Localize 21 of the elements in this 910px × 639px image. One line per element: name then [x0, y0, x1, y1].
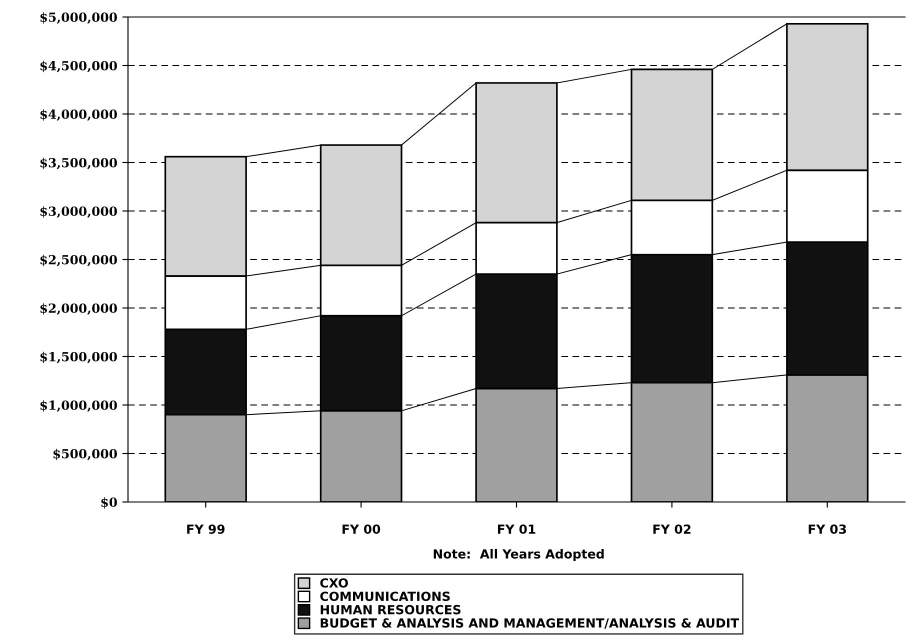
y-tick-label: $4,000,000	[40, 109, 117, 121]
legend-label: COMMUNICATIONS	[320, 592, 450, 602]
x-tick-label: FY 99	[187, 524, 225, 534]
y-tick-label: $500,000	[53, 448, 117, 460]
legend-label: HUMAN RESOURCES	[320, 604, 461, 614]
y-tick-label: $2,500,000	[40, 254, 117, 266]
y-tick-label: $3,000,000	[40, 206, 117, 218]
y-tick-label: $1,000,000	[40, 400, 117, 412]
y-tick-label: $4,500,000	[40, 60, 117, 72]
y-tick-label: $0	[101, 497, 117, 509]
legend-label: CXO	[320, 578, 348, 588]
text: Note: All Years Adopted	[434, 548, 604, 562]
legend-label: BUDGET & ANALYSIS AND MANAGEMENT/ANALYSIS & AUDIT	[320, 618, 739, 629]
x-tick-label: FY 00	[342, 524, 380, 534]
x-tick-label: FY 02	[653, 524, 690, 534]
x-tick-label: FY 03	[808, 524, 846, 534]
y-tick-label: $2,000,000	[40, 303, 117, 315]
x-tick-label: FY 01	[498, 524, 536, 534]
y-tick-label: $5,000,000	[40, 12, 117, 24]
y-tick-label: $1,500,000	[40, 352, 117, 364]
y-tick-label: $3,500,000	[40, 158, 117, 170]
